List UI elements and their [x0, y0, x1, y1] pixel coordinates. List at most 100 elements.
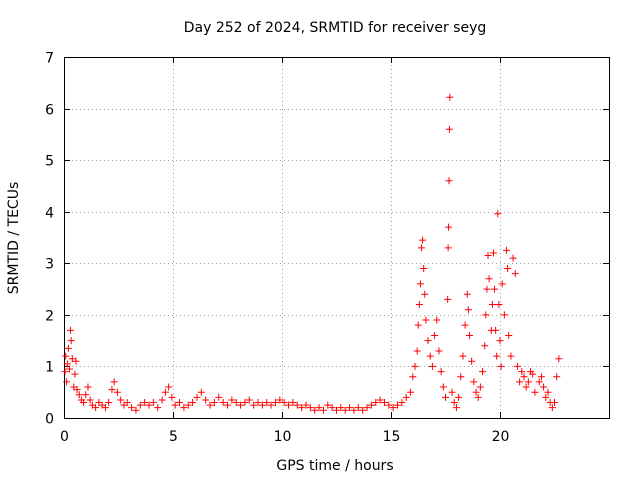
data-point	[498, 280, 506, 288]
data-point	[68, 355, 76, 363]
data-point	[452, 404, 460, 412]
data-point	[324, 401, 332, 409]
chart-title: Day 252 of 2024, SRMTID for receiver sey…	[184, 20, 487, 36]
data-point	[63, 360, 71, 368]
data-point	[215, 393, 223, 401]
data-point	[184, 401, 192, 409]
data-point	[263, 399, 271, 407]
data-point	[193, 393, 201, 401]
data-point	[67, 337, 75, 345]
data-point	[176, 399, 184, 407]
data-point	[544, 388, 552, 396]
data-point	[350, 406, 358, 414]
data-point	[485, 275, 493, 283]
data-point	[75, 391, 83, 399]
data-point	[202, 396, 210, 404]
data-point	[71, 370, 79, 378]
data-point	[511, 270, 519, 278]
data-point	[496, 337, 504, 345]
data-point	[495, 301, 503, 309]
data-point	[101, 404, 109, 412]
data-point	[293, 401, 301, 409]
data-point	[535, 378, 543, 386]
data-point	[280, 399, 288, 407]
y-axis-label: SRMTID / TECUs	[6, 182, 22, 295]
data-point	[298, 404, 306, 412]
data-point	[394, 401, 402, 409]
data-points	[61, 93, 563, 414]
data-point	[110, 378, 118, 386]
data-point	[84, 383, 92, 391]
data-point	[426, 352, 434, 360]
data-point	[171, 401, 179, 409]
data-point	[455, 393, 463, 401]
data-point	[224, 401, 231, 409]
data-point	[415, 301, 423, 309]
data-point	[445, 223, 453, 231]
data-point	[123, 399, 131, 407]
data-point	[493, 352, 501, 360]
data-point	[86, 396, 94, 404]
data-point	[503, 246, 511, 254]
y-tick-label: 6	[45, 103, 54, 119]
data-point	[540, 383, 548, 391]
data-point	[416, 280, 424, 288]
data-point	[505, 331, 513, 339]
data-point	[367, 401, 375, 409]
data-point	[267, 401, 275, 409]
data-point	[483, 285, 491, 293]
data-point	[241, 399, 249, 407]
data-point	[197, 388, 205, 396]
data-point	[228, 396, 236, 404]
data-point	[67, 326, 75, 334]
data-point	[237, 401, 245, 409]
data-point	[482, 311, 490, 319]
data-point	[65, 365, 73, 373]
data-point	[437, 368, 445, 376]
data-point	[444, 244, 452, 252]
data-point	[136, 401, 144, 409]
data-point	[315, 404, 323, 412]
data-point	[444, 295, 452, 303]
data-point	[189, 399, 197, 407]
data-point	[522, 383, 530, 391]
data-point	[445, 177, 453, 185]
data-point	[481, 342, 489, 350]
data-point	[285, 401, 293, 409]
data-point	[245, 396, 253, 404]
data-point	[548, 404, 556, 412]
data-point	[421, 290, 429, 298]
data-point	[428, 362, 436, 370]
data-point	[168, 393, 176, 401]
x-tick-label: 0	[60, 429, 69, 445]
data-point	[531, 388, 539, 396]
data-point	[450, 399, 458, 407]
data-point	[328, 404, 336, 412]
data-point	[113, 388, 121, 396]
y-tick-label: 2	[45, 309, 54, 325]
data-point	[341, 406, 349, 414]
data-point	[117, 396, 125, 404]
data-point	[206, 401, 214, 409]
axis-ticks: 0 1 2 3 4 5 6 7 0 5 10 15 20	[45, 51, 609, 445]
data-point	[442, 393, 449, 401]
data-point	[472, 388, 480, 396]
data-point	[376, 396, 384, 404]
data-point	[520, 373, 528, 381]
data-point	[459, 352, 467, 360]
data-point	[537, 373, 545, 381]
data-point	[464, 306, 472, 314]
data-point	[414, 321, 422, 329]
data-point	[149, 399, 157, 407]
data-point	[141, 399, 149, 407]
data-point	[210, 399, 218, 407]
data-point	[128, 404, 136, 412]
data-point	[479, 368, 487, 376]
y-tick-label: 0	[45, 412, 54, 428]
data-point	[507, 352, 515, 360]
x-axis-label: GPS time / hours	[276, 458, 393, 474]
data-point	[380, 399, 388, 407]
data-point	[516, 378, 524, 386]
data-point	[494, 210, 502, 218]
